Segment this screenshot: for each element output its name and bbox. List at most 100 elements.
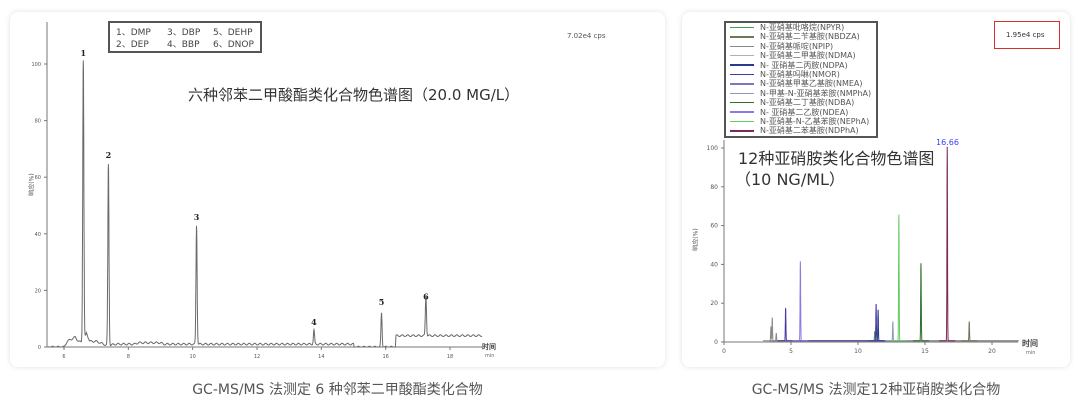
y-tick-label: 0: [38, 345, 41, 351]
legend-swatch: [730, 130, 754, 132]
peak-label: 1: [81, 48, 87, 58]
nitrosamine-chart-title: 12种亚硝胺类化合物色谱图: [738, 149, 935, 168]
y-tick-label: 0: [714, 339, 718, 346]
x-tick-label: 16: [383, 354, 389, 360]
legend-item: 6、DNOP: [213, 40, 254, 50]
trace-ndpha: [939, 146, 956, 342]
legend-item: N- 亚硝基二丙胺(NDPA): [730, 61, 848, 70]
legend-item: N-亚硝基-N-乙基苯胺(NEPhA): [730, 117, 869, 126]
y-tick-label: 20: [35, 288, 41, 294]
peak-label: 4: [311, 317, 317, 327]
legend-item: N-亚硝基二甲基胺(NDMA): [730, 51, 856, 60]
phthalate-chart-title: 六种邻苯二甲酸酯类化合物色谱图（20.0 MG/L）: [188, 86, 520, 104]
legend-item: N-亚硝基哌啶(NPIP): [730, 42, 833, 51]
trace-npyr: [866, 330, 883, 342]
legend-label: N-甲基-N-亚硝基苯胺(NMPhA): [760, 88, 872, 98]
legend-label: N-亚硝基-N-乙基苯胺(NEPhA): [760, 117, 870, 126]
x-tick-label: 15: [921, 348, 929, 355]
x-tick-label: 5: [789, 348, 793, 355]
legend-label: N-亚硝基吗啉(NMOR): [760, 70, 840, 79]
legend-item: N-亚硝基吡咯烷(NPYR): [730, 23, 844, 32]
trace-ndpa: [870, 309, 887, 342]
legend-item: N-亚硝基二苄基胺(NBDZA): [730, 32, 860, 41]
trace-nepha: [890, 214, 907, 342]
phthalate-chart-card: [10, 12, 665, 367]
legend-swatch: [730, 111, 754, 113]
legend-swatch: [730, 54, 754, 57]
x-tick-label: 8: [127, 354, 130, 360]
nitrosamine-cps-box: [994, 21, 1060, 49]
legend-item: 5、DEHP: [213, 28, 253, 38]
x-tick-label: 18: [447, 354, 453, 360]
legend-label: N-亚硝基二丁基胺(NDBA): [760, 98, 855, 108]
legend-swatch: [730, 64, 754, 66]
legend-label: N- 亚硝基二乙胺(NDEA): [760, 107, 849, 117]
x-tick-label: 20: [988, 348, 996, 355]
legend-swatch: [730, 45, 754, 48]
legend-swatch: [730, 36, 754, 38]
phthalate-x-unit: min: [485, 353, 495, 359]
trace-nmor: [777, 303, 885, 342]
y-tick-label: 40: [35, 232, 41, 238]
nitrosamine-caption: GC-MS/MS 法测定12种亚硝胺类化合物: [751, 382, 1001, 398]
x-tick-label: 12: [254, 354, 260, 360]
legend-label: N-亚硝基二苯基胺(NDPhA): [760, 126, 859, 136]
legend-swatch: [730, 120, 754, 123]
y-tick-label: 60: [35, 175, 41, 181]
x-tick-label: 6: [62, 354, 65, 360]
legend-label: N-亚硝基二甲基胺(NDMA): [760, 51, 856, 61]
peak-label: 2: [106, 150, 112, 160]
phthalate-legend: 1、DMP 3、DBP 5、DEHP 2、DEP 4、BBP 6、DNOP: [108, 21, 262, 53]
nitrosamine-legend: N-亚硝基吡咯烷(NPYR) N-亚硝基二苄基胺(NBDZA) N-亚硝基哌啶(NP…: [724, 21, 878, 138]
y-tick-label: 80: [35, 119, 41, 125]
legend-label: N- 亚硝基二丙胺(NDPA): [760, 60, 848, 70]
x-tick-label: 10: [189, 354, 195, 360]
legend-item: 2、DEP: [116, 40, 149, 50]
peak-label: 3: [194, 212, 200, 222]
legend-label: N-亚硝基吡咯烷(NPYR): [760, 23, 845, 32]
legend-swatch: [730, 101, 754, 104]
legend-item: N-亚硝基二丁基胺(NDBA): [730, 98, 854, 107]
legend-item: N- 亚硝基二乙胺(NDEA): [730, 108, 848, 117]
trace-ndea: [792, 261, 809, 342]
phthalate-caption: GC-MS/MS 法测定 6 种邻苯二甲酸酯类化合物: [192, 382, 483, 398]
legend-item: 3、DBP: [167, 28, 201, 38]
legend-label: N-亚硝基甲基乙基胺(NMEA): [760, 79, 863, 89]
nitrosamine-apex-label: 16.66: [936, 138, 959, 147]
legend-item: N-亚硝基二苯基胺(NDPhA): [730, 126, 859, 135]
nitrosamine-x-unit: min: [1026, 350, 1036, 356]
trace-ndba: [912, 263, 929, 342]
y-tick-label: 40: [710, 261, 718, 268]
legend-swatch: [730, 26, 754, 29]
phthalate-chromatogram-trace: [47, 60, 483, 348]
peak-label: 6: [423, 291, 429, 301]
nitrosamine-y-label: 响应(%): [692, 228, 700, 251]
nitrosamine-chart-title-concentration: （10 NG/ML）: [735, 170, 845, 189]
legend-item: 4、BBP: [167, 40, 200, 50]
x-tick-label: 0: [722, 348, 726, 355]
y-tick-label: 80: [710, 184, 718, 191]
legend-item: N-亚硝基甲基乙基胺(NMEA): [730, 79, 863, 88]
legend-item: N-亚硝基吗啉(NMOR): [730, 70, 840, 79]
y-tick-label: 60: [710, 223, 718, 230]
trace-npip: [762, 317, 785, 342]
legend-swatch: [730, 92, 754, 95]
phthalate-cps-annotation: 7.02e4 cps: [567, 32, 606, 40]
nitrosamine-x-label: 时间: [1022, 339, 1038, 348]
legend-label: N-亚硝基二苄基胺(NBDZA): [760, 32, 860, 42]
x-tick-label: 10: [854, 348, 862, 355]
legend-swatch: [730, 83, 754, 85]
peak-label: 5: [379, 297, 385, 307]
y-tick-label: 100: [31, 62, 41, 68]
legend-item: 1、DMP: [116, 28, 151, 38]
x-tick-label: 14: [318, 354, 324, 360]
y-tick-label: 100: [707, 145, 719, 152]
legend-item: N-甲基-N-亚硝基苯胺(NMPhA): [730, 89, 871, 98]
phthalate-x-label: 时间: [482, 343, 496, 351]
phthalate-y-label: 响应(%): [28, 173, 36, 196]
y-tick-label: 20: [710, 300, 718, 307]
trace-nbdza: [961, 321, 978, 342]
legend-swatch: [730, 73, 754, 76]
nitrosamine-cps-annotation: 1.95e4 cps: [1006, 31, 1045, 39]
